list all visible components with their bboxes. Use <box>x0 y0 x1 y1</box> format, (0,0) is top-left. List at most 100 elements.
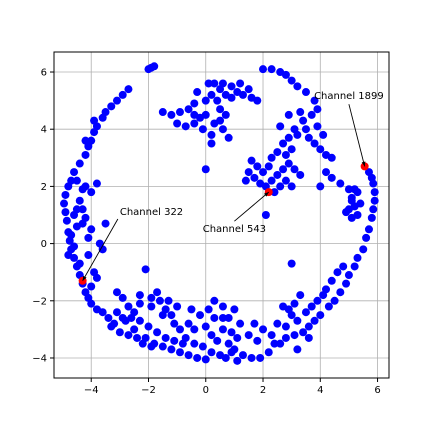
data-point <box>316 182 325 191</box>
data-point <box>227 328 236 337</box>
data-point <box>112 308 121 317</box>
data-point <box>158 342 167 351</box>
x-tick-label: −2 <box>141 385 156 396</box>
data-point <box>267 65 276 74</box>
annotation-label: Channel 543 <box>203 224 266 235</box>
annotation-arrow <box>234 191 270 222</box>
data-point <box>190 325 199 334</box>
data-point <box>359 245 368 254</box>
data-point <box>210 296 219 305</box>
data-point <box>344 271 353 280</box>
data-point <box>330 296 339 305</box>
annotation-label: Channel 322 <box>120 207 183 218</box>
data-point <box>253 162 262 171</box>
data-point <box>287 76 296 85</box>
data-point <box>207 348 216 357</box>
data-point <box>170 319 179 328</box>
data-point <box>227 82 236 91</box>
data-point <box>158 311 167 320</box>
data-point <box>207 139 216 148</box>
data-point <box>281 176 290 185</box>
data-point <box>87 188 96 197</box>
data-point <box>167 311 176 320</box>
data-point <box>299 116 308 125</box>
x-tick-label: 6 <box>374 385 380 396</box>
data-point <box>267 176 276 185</box>
data-point <box>155 296 164 305</box>
data-point <box>287 259 296 268</box>
data-point <box>310 139 319 148</box>
data-point <box>112 288 121 297</box>
data-point <box>107 322 116 331</box>
data-point <box>250 319 259 328</box>
data-point <box>301 308 310 317</box>
data-point <box>273 170 282 179</box>
data-point <box>224 133 233 142</box>
data-point <box>293 130 302 139</box>
data-point <box>296 108 305 117</box>
data-point <box>347 193 356 202</box>
data-point <box>241 176 250 185</box>
data-point <box>247 156 256 165</box>
data-point <box>319 130 328 139</box>
data-point <box>104 313 113 322</box>
data-point <box>307 302 316 311</box>
data-point <box>310 96 319 105</box>
data-point <box>196 311 205 320</box>
data-point <box>115 328 124 337</box>
data-point <box>247 353 256 362</box>
data-point <box>313 296 322 305</box>
data-point <box>184 351 193 360</box>
data-point <box>193 353 202 362</box>
data-point <box>87 282 96 291</box>
data-point <box>153 328 162 337</box>
data-point <box>339 262 348 271</box>
annotation-arrowhead <box>361 161 366 167</box>
data-point <box>124 331 133 340</box>
data-point <box>78 205 87 214</box>
data-point <box>78 219 87 228</box>
data-point <box>369 205 378 214</box>
data-point <box>201 96 210 105</box>
data-point <box>364 168 373 177</box>
data-point <box>304 333 313 342</box>
data-point <box>310 316 319 325</box>
data-point <box>190 119 199 128</box>
data-point <box>60 199 69 208</box>
data-point <box>173 119 182 128</box>
x-tick-label: −4 <box>84 385 99 396</box>
data-point <box>130 325 139 334</box>
data-point <box>187 305 196 314</box>
data-point <box>193 88 202 97</box>
data-point <box>370 188 379 197</box>
data-point <box>350 262 359 271</box>
data-point <box>281 322 290 331</box>
data-point <box>201 110 210 119</box>
data-point <box>164 296 173 305</box>
data-point <box>173 302 182 311</box>
data-point <box>304 322 313 331</box>
annotations: Channel 322 Channel 543 Channel 1899 <box>82 91 384 281</box>
data-point <box>90 116 99 125</box>
y-tick-label: 0 <box>41 239 47 250</box>
data-point <box>259 325 268 334</box>
data-point <box>290 299 299 308</box>
data-point <box>170 336 179 345</box>
data-point <box>259 65 268 74</box>
data-point <box>221 353 230 362</box>
data-point <box>210 79 219 88</box>
data-point <box>213 336 222 345</box>
data-point <box>118 293 127 302</box>
data-point <box>244 331 253 340</box>
data-point <box>290 331 299 340</box>
data-point <box>353 188 362 197</box>
data-point <box>175 108 184 117</box>
data-point <box>224 313 233 322</box>
data-point <box>299 328 308 337</box>
data-point <box>284 133 293 142</box>
data-point <box>144 322 153 331</box>
data-point <box>87 299 96 308</box>
data-point <box>201 165 210 174</box>
data-point <box>224 339 233 348</box>
data-point <box>364 225 373 234</box>
